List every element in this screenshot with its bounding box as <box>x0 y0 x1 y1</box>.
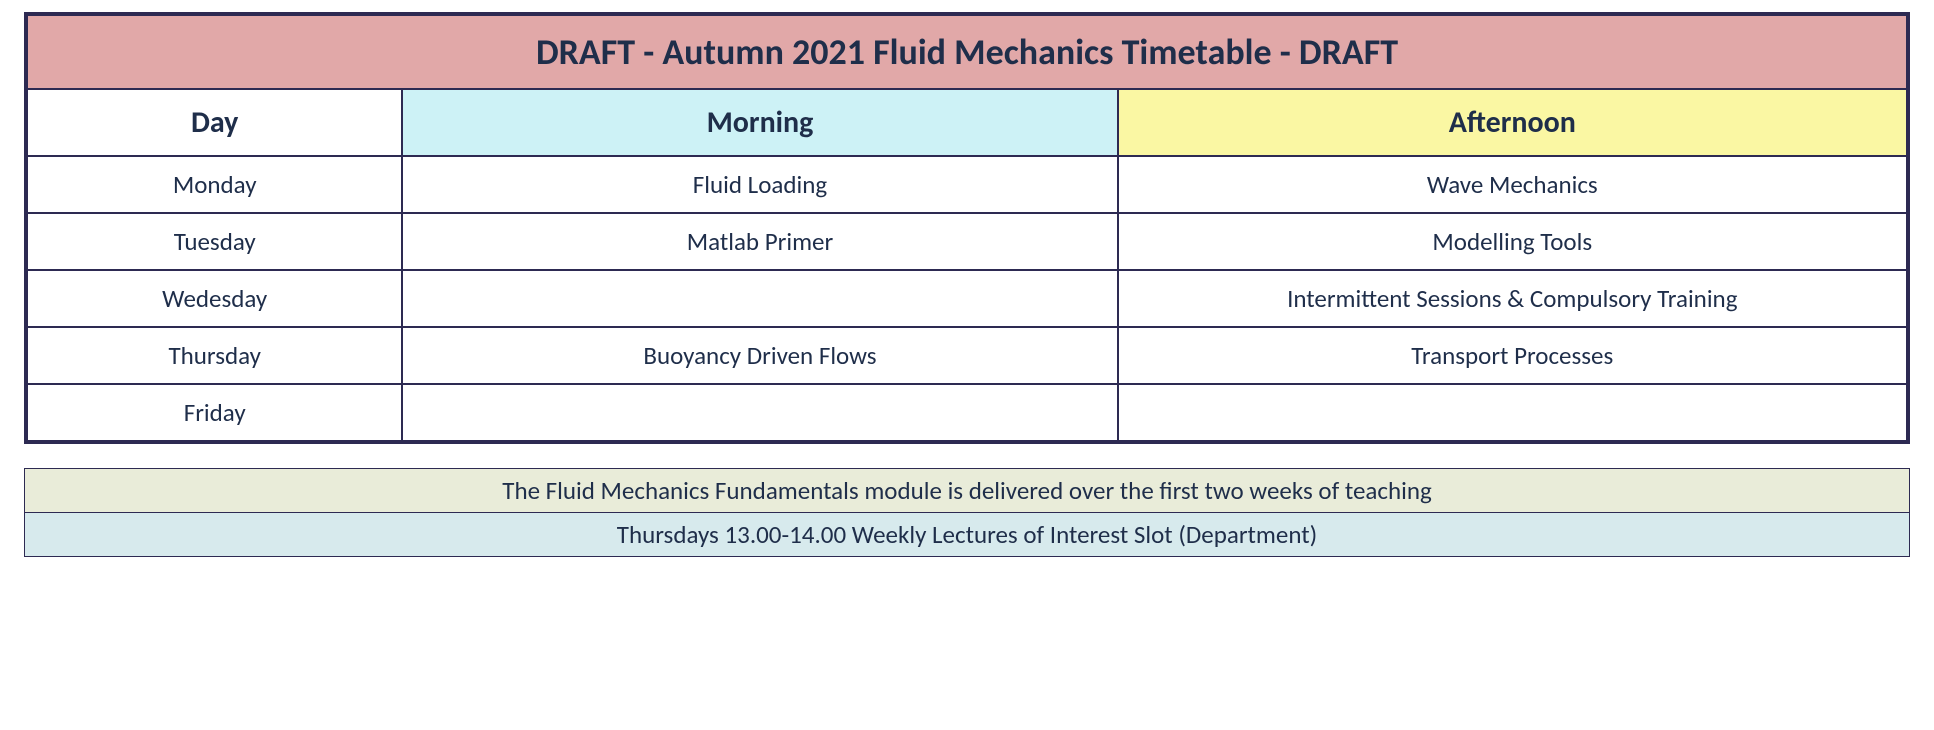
table-row: Tuesday Matlab Primer Modelling Tools <box>26 213 1908 270</box>
cell-afternoon: Wave Mechanics <box>1118 156 1908 213</box>
notes: The Fluid Mechanics Fundamentals module … <box>24 468 1910 557</box>
cell-day: Thursday <box>26 327 402 384</box>
title-row: DRAFT - Autumn 2021 Fluid Mechanics Time… <box>26 14 1908 89</box>
cell-day: Tuesday <box>26 213 402 270</box>
header-morning: Morning <box>402 89 1117 156</box>
header-row: Day Morning Afternoon <box>26 89 1908 156</box>
cell-day: Monday <box>26 156 402 213</box>
cell-morning: Matlab Primer <box>402 213 1117 270</box>
cell-afternoon: Intermittent Sessions & Compulsory Train… <box>1118 270 1908 327</box>
table-row: Friday <box>26 384 1908 442</box>
cell-afternoon: Transport Processes <box>1118 327 1908 384</box>
header-afternoon: Afternoon <box>1118 89 1908 156</box>
timetable-container: DRAFT - Autumn 2021 Fluid Mechanics Time… <box>24 12 1910 557</box>
cell-afternoon <box>1118 384 1908 442</box>
cell-morning <box>402 270 1117 327</box>
cell-afternoon: Modelling Tools <box>1118 213 1908 270</box>
cell-morning: Buoyancy Driven Flows <box>402 327 1117 384</box>
timetable: DRAFT - Autumn 2021 Fluid Mechanics Time… <box>24 12 1910 444</box>
header-day: Day <box>26 89 402 156</box>
table-row: Thursday Buoyancy Driven Flows Transport… <box>26 327 1908 384</box>
page-title: DRAFT - Autumn 2021 Fluid Mechanics Time… <box>26 14 1908 89</box>
note-line: The Fluid Mechanics Fundamentals module … <box>24 468 1910 513</box>
cell-day: Friday <box>26 384 402 442</box>
cell-day: Wedesday <box>26 270 402 327</box>
cell-morning: Fluid Loading <box>402 156 1117 213</box>
note-line: Thursdays 13.00-14.00 Weekly Lectures of… <box>24 513 1910 557</box>
timetable-body: Monday Fluid Loading Wave Mechanics Tues… <box>26 156 1908 442</box>
table-row: Monday Fluid Loading Wave Mechanics <box>26 156 1908 213</box>
cell-morning <box>402 384 1117 442</box>
table-row: Wedesday Intermittent Sessions & Compuls… <box>26 270 1908 327</box>
